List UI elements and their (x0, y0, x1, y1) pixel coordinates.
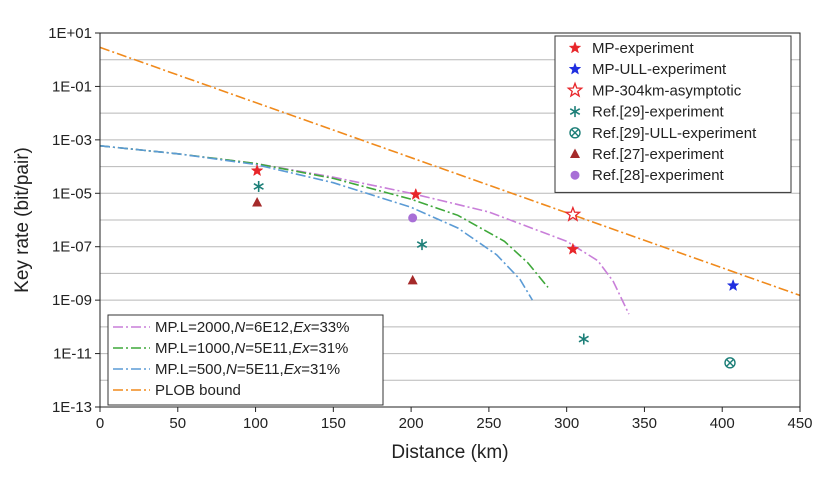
legend-label-part: MP.L=500, (155, 361, 226, 378)
legend-label-part: N (226, 361, 237, 378)
legend-marker (568, 62, 582, 75)
point-ref-28-experiment (408, 213, 418, 223)
legend-label: PLOB bound (155, 382, 241, 399)
legend-markers: MP-experiment MP-ULL-experiment MP-304km-a… (554, 35, 792, 193)
curve-mp-l-2000 (99, 145, 630, 315)
plot-frame (99, 32, 801, 408)
point-ref-27-experiment (252, 197, 263, 207)
axis-ticks: 0 50 100 150 200 250 300 350 400 450 1E-13 1E-11 1E-… (48, 25, 812, 432)
legend-marker (570, 148, 580, 158)
open-star-marker (566, 81, 584, 98)
curve-mp-l-500 (99, 145, 534, 301)
curve-plob-bound (99, 46, 801, 297)
open-star-marker (564, 205, 582, 222)
legend-label-part: =5E11, (245, 340, 292, 357)
legend-label-part: N (234, 319, 245, 336)
circle-marker (408, 213, 418, 223)
legend-box (554, 35, 792, 193)
point-ref-29-experiment (253, 180, 264, 192)
point-mp-ull-experiment (726, 278, 740, 292)
point-ref-27-experiment (407, 274, 418, 285)
triangle-marker (407, 274, 418, 285)
legend-label: MP.L=1000,N=5E11,Ex=31% (155, 340, 348, 357)
legend-marker (569, 106, 581, 118)
point-ref-29-experiment (578, 333, 589, 345)
circle-outline (724, 357, 736, 369)
legend-label: Ref.[28]-experiment (592, 167, 725, 184)
x-tick-label: 200 (399, 415, 424, 432)
y-tick-label: 1E-13 (52, 399, 92, 416)
triangle-marker (252, 197, 263, 207)
asterisk-stroke (416, 241, 428, 249)
y-tick-label: 1E-11 (53, 346, 92, 363)
legend-label-part: MP.L=2000, (155, 319, 234, 336)
x-tick-label: 450 (787, 415, 812, 432)
x-tick-label: 300 (554, 415, 579, 432)
legend-marker (570, 170, 580, 180)
legend-label-part: N (234, 340, 245, 357)
y-tick-label: 1E-03 (52, 132, 92, 149)
triangle-marker (570, 148, 580, 158)
star-marker (566, 242, 580, 255)
asterisk-stroke (569, 108, 581, 116)
x-tick-label: 50 (169, 415, 186, 432)
data-points (250, 163, 740, 369)
asterisk-stroke (578, 335, 589, 343)
legend-marker (568, 41, 582, 54)
point-ref-29-experiment (416, 239, 428, 251)
star-marker (568, 62, 582, 75)
legend-label-part: =31% (310, 340, 349, 357)
legend-label: MP.L=2000,N=6E12,Ex=33% (155, 319, 350, 336)
star-marker (409, 187, 423, 200)
star-marker (568, 41, 582, 54)
point-ref-29-ull-experiment (724, 357, 736, 369)
curves (99, 46, 801, 315)
y-tick-label: 1E-05 (52, 185, 92, 202)
legend-marker (566, 81, 584, 98)
point-mp-experiment (409, 187, 423, 200)
x-tick-label: 400 (710, 415, 735, 432)
legend-label: Ref.[29]-experiment (592, 104, 725, 121)
legend-label-part: =6E12, (245, 319, 293, 336)
point-mp-304km-asymptotic (564, 205, 582, 222)
legend-label-part: Ex (284, 361, 302, 378)
legend-label: MP.L=500,N=5E11,Ex=31% (155, 361, 340, 378)
cross-stroke (726, 358, 734, 367)
x-tick-label: 250 (476, 415, 501, 432)
y-tick-label: 1E-01 (52, 78, 92, 95)
x-tick-label: 0 (96, 415, 104, 432)
legend-label: Ref.[29]-ULL-experiment (592, 125, 757, 142)
legend-label: MP-experiment (592, 40, 695, 57)
x-axis-title: Distance (km) (391, 442, 508, 463)
legend-box (107, 314, 384, 406)
x-tick-label: 100 (243, 415, 268, 432)
legend-label-part: =33% (311, 319, 350, 336)
star-marker (726, 278, 740, 292)
y-tick-label: 1E+01 (48, 25, 92, 42)
x-tick-label: 150 (321, 415, 346, 432)
y-axis-title: Key rate (bit/pair) (12, 147, 33, 293)
circle-outline (569, 127, 581, 139)
y-tick-label: 1E-09 (52, 292, 92, 309)
legend-curves: MP.L=2000,N=6E12,Ex=33%MP.L=1000,N=5E11,… (107, 314, 384, 406)
legend-label: Ref.[27]-experiment (592, 146, 725, 163)
legend-label-part: MP.L=1000, (155, 340, 234, 357)
point-mp-experiment (250, 163, 264, 177)
x-tick-label: 350 (632, 415, 657, 432)
legend-label-part: =31% (301, 361, 340, 378)
star-marker (250, 163, 264, 177)
point-mp-experiment (566, 242, 580, 255)
y-tick-label: 1E-07 (52, 239, 92, 256)
legend-marker (569, 127, 581, 139)
legend-label: MP-ULL-experiment (592, 61, 727, 78)
asterisk-stroke (253, 183, 264, 190)
circle-marker (570, 170, 580, 180)
cross-stroke (571, 128, 579, 137)
legend-label-part: Ex (292, 340, 310, 357)
legend-label-part: Ex (293, 319, 311, 336)
legend-label: MP-304km-asymptotic (592, 82, 742, 99)
legend-label-part: =5E11, (237, 361, 284, 378)
